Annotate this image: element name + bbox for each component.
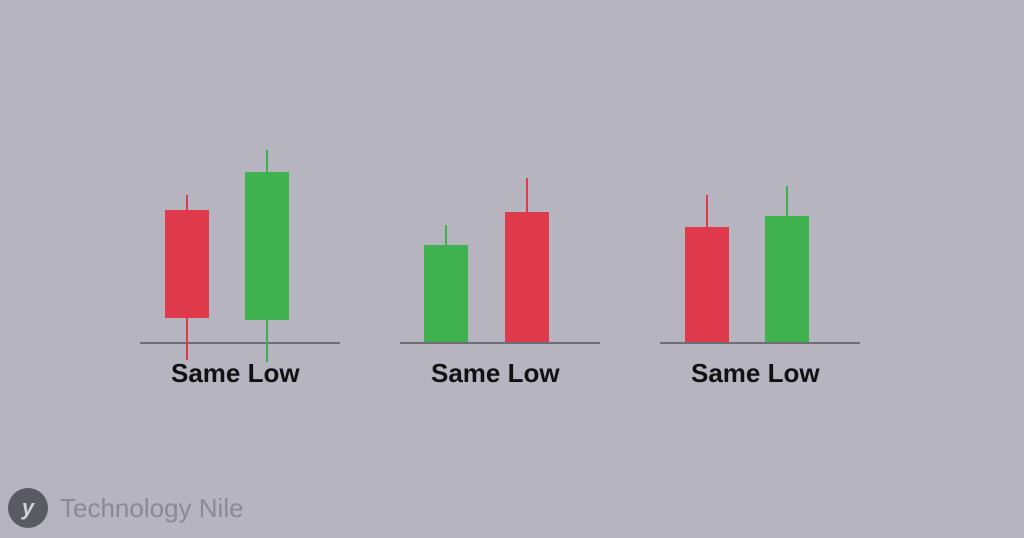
baseline <box>140 342 340 344</box>
watermark-logo-icon: y <box>8 488 48 528</box>
candle-body <box>245 172 289 320</box>
candle-upper-wick <box>706 195 708 227</box>
baseline <box>400 342 600 344</box>
candle-body <box>765 216 809 342</box>
panel-label: Same Low <box>171 358 300 389</box>
panel-label: Same Low <box>691 358 820 389</box>
candle-upper-wick <box>445 225 447 245</box>
watermark: y Technology Nile <box>8 488 244 528</box>
watermark-text: Technology Nile <box>60 493 244 524</box>
chart-canvas: Same Low Same Low Same Low y Technology Nile <box>0 0 1024 538</box>
candle-body <box>685 227 729 342</box>
candle-upper-wick <box>786 186 788 216</box>
candle-lower-wick <box>186 318 188 360</box>
candle-body <box>424 245 468 342</box>
candle-body <box>505 212 549 342</box>
panel-label: Same Low <box>431 358 560 389</box>
candle-upper-wick <box>266 150 268 172</box>
baseline <box>660 342 860 344</box>
candle-lower-wick <box>266 320 268 362</box>
candle-upper-wick <box>186 195 188 210</box>
candle-upper-wick <box>526 178 528 212</box>
candle-body <box>165 210 209 318</box>
